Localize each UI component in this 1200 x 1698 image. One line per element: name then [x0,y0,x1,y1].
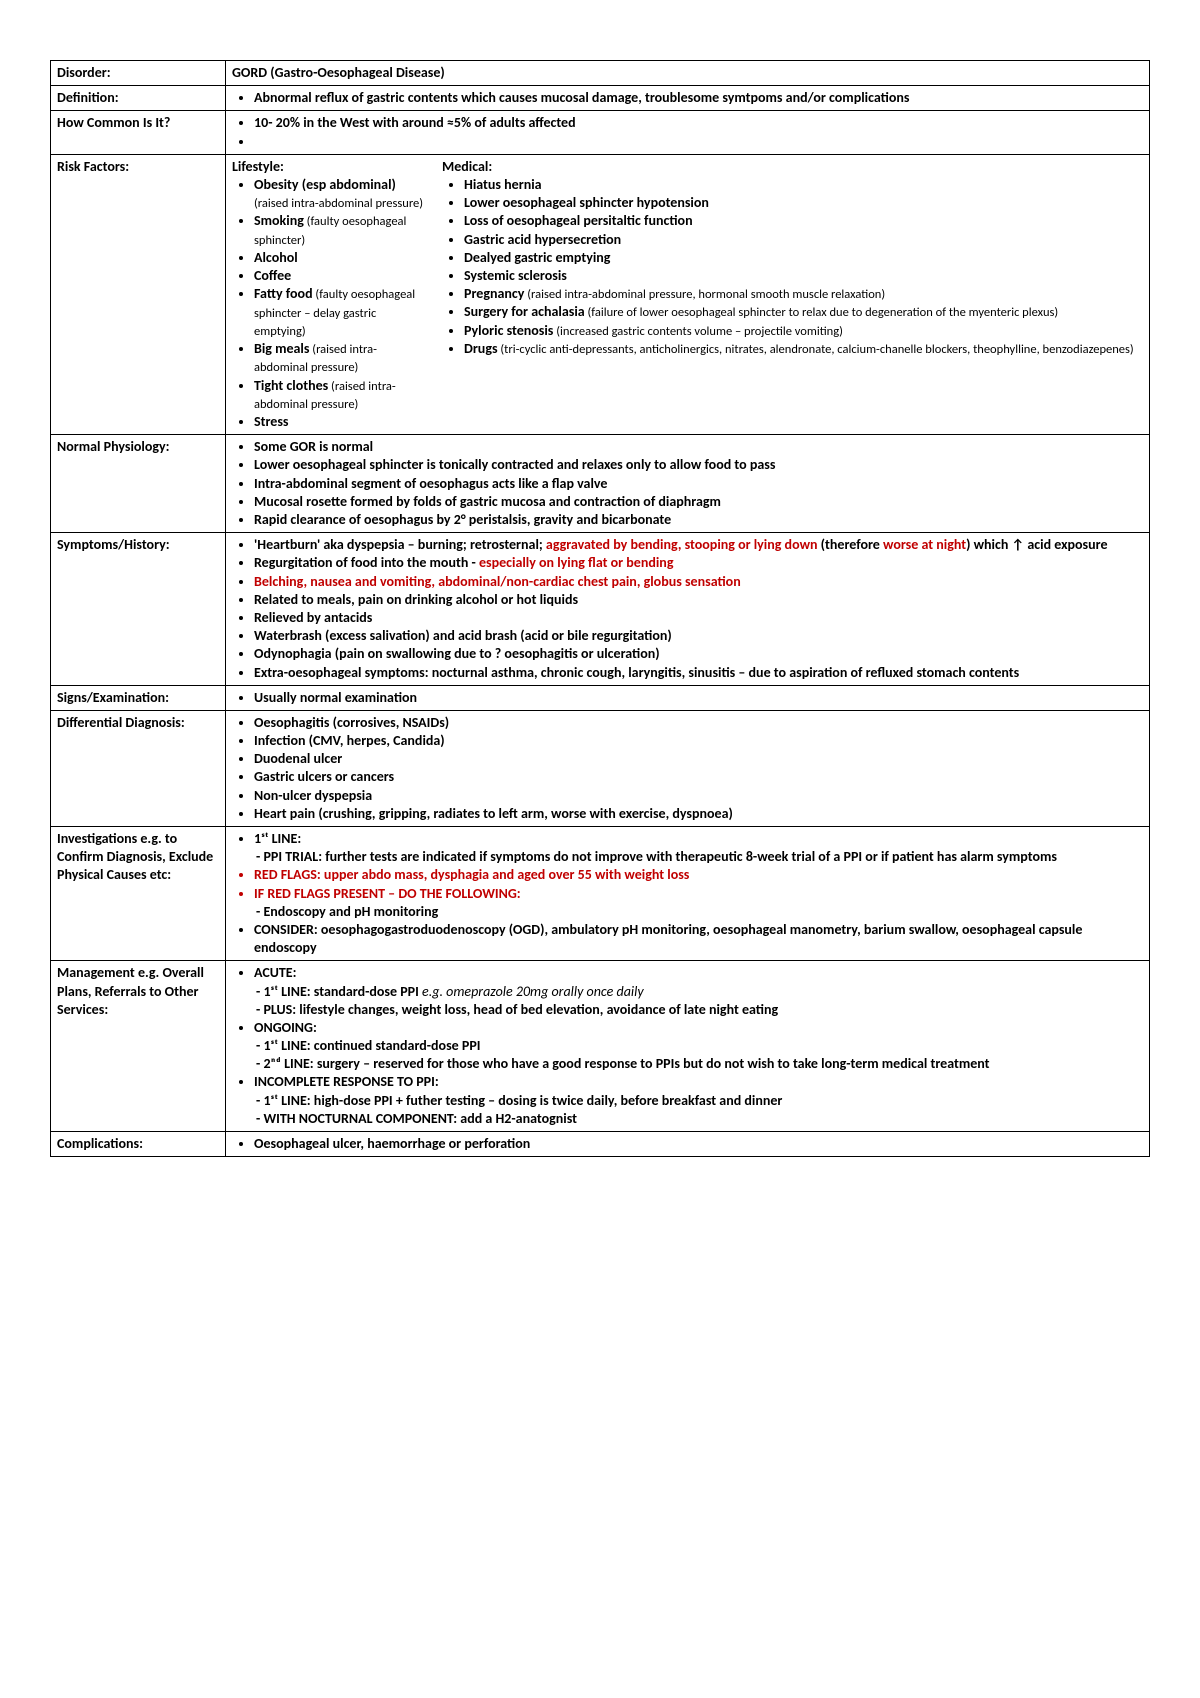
list-item: Pregnancy (raised intra-abdominal pressu… [464,285,1143,303]
list-item: Loss of oesophageal persitaltic function [464,212,1143,230]
definition-bullet: Abnormal reflux of gastric contents whic… [254,89,1143,107]
symptom-4: Relieved by antacids [254,609,1143,627]
row-differential: Differential Diagnosis: Oesophagitis (co… [51,710,1150,826]
medical-header: Medical: [442,158,1143,176]
inv-ppi: PPI TRIAL: further tests are indicated i… [270,848,1143,866]
symptom-1: Regurgitation of food into the mouth - e… [254,554,1143,572]
symptom-3: Related to meals, pain on drinking alcoh… [254,591,1143,609]
list-item: Surgery for achalasia (failure of lower … [464,303,1143,321]
symptom-7: Extra-oesophageal symptoms: nocturnal as… [254,664,1143,682]
row-risk: Risk Factors: Lifestyle: Obesity (esp ab… [51,154,1150,435]
row-management: Management e.g. Overall Plans, Referrals… [51,961,1150,1132]
symptom-0: 'Heartburn' aka dyspepsia – burning; ret… [254,536,1143,554]
label-symptoms: Symptoms/History: [51,533,226,686]
value-physiology: Some GOR is normalLower oesophageal sphi… [226,435,1150,533]
mgmt-inc1: 1ˢᵗ LINE: high-dose PPI + futher testing… [270,1092,1143,1110]
row-physiology: Normal Physiology: Some GOR is normalLow… [51,435,1150,533]
inv-endoscopy: Endoscopy and pH monitoring [270,903,1143,921]
mgmt-inc2: WITH NOCTURNAL COMPONENT: add a H2-anato… [270,1110,1143,1128]
row-symptoms: Symptoms/History: 'Heartburn' aka dyspep… [51,533,1150,686]
inv-redflags: RED FLAGS: upper abdo mass, dysphagia an… [254,866,1143,884]
list-item: Gastric acid hypersecretion [464,231,1143,249]
signs-bullet: Usually normal examination [254,689,1143,707]
list-item: Hiatus hernia [464,176,1143,194]
list-item: Some GOR is normal [254,438,1143,456]
value-signs: Usually normal examination [226,685,1150,710]
medical-list: Hiatus herniaLower oesophageal sphincter… [442,176,1143,358]
common-bullet-1 [254,133,1143,151]
row-investigations: Investigations e.g. to Confirm Diagnosis… [51,827,1150,961]
mgmt-ongoing: ONGOING: [254,1019,1143,1037]
list-item: Mucosal rosette formed by folds of gastr… [254,493,1143,511]
list-item: Drugs (tri-cyclic anti-depressants, anti… [464,340,1143,358]
list-item: Coffee [254,267,430,285]
list-item: Oesophagitis (corrosives, NSAIDs) [254,714,1143,732]
list-item: Infection (CMV, herpes, Candida) [254,732,1143,750]
label-risk: Risk Factors: [51,154,226,435]
label-common: How Common Is It? [51,111,226,154]
mgmt-acute2: PLUS: lifestyle changes, weight loss, he… [270,1001,1143,1019]
lifestyle-list: Obesity (esp abdominal) (raised intra-ab… [232,176,430,431]
mgmt-acute: ACUTE: [254,964,1143,982]
list-item: Pyloric stenosis (increased gastric cont… [464,322,1143,340]
medical-info-table: Disorder: GORD (Gastro-Oesophageal Disea… [50,60,1150,1157]
list-item: Dealyed gastric emptying [464,249,1143,267]
list-item: Rapid clearance of oesophagus by 2° peri… [254,511,1143,529]
list-item: Smoking (faulty oesophageal sphincter) [254,212,430,249]
symptom-6: Odynophagia (pain on swallowing due to ?… [254,645,1143,663]
value-complications: Oesophageal ulcer, haemorrhage or perfor… [226,1132,1150,1157]
list-item: Intra-abdominal segment of oesophagus ac… [254,475,1143,493]
mgmt-ongoing2: 2ⁿᵈ LINE: surgery – reserved for those w… [270,1055,1143,1073]
label-investigations: Investigations e.g. to Confirm Diagnosis… [51,827,226,961]
list-item: Systemic sclerosis [464,267,1143,285]
list-item: Lower oesophageal sphincter hypotension [464,194,1143,212]
value-common: 10- 20% in the West with around ≈5% of a… [226,111,1150,154]
mgmt-acute1: 1ˢᵗ LINE: standard-dose PPI e.g. omepraz… [270,983,1143,1001]
list-item: Tight clothes (raised intra-abdominal pr… [254,377,430,414]
row-common: How Common Is It? 10- 20% in the West wi… [51,111,1150,154]
row-complications: Complications: Oesophageal ulcer, haemor… [51,1132,1150,1157]
lifestyle-header: Lifestyle: [232,158,430,176]
list-item: Obesity (esp abdominal) (raised intra-ab… [254,176,430,213]
list-item: Fatty food (faulty oesophageal sphincter… [254,285,430,340]
label-definition: Definition: [51,86,226,111]
list-item: Duodenal ulcer [254,750,1143,768]
list-item: Heart pain (crushing, gripping, radiates… [254,805,1143,823]
inv-ifred: IF RED FLAGS PRESENT – DO THE FOLLOWING: [254,885,1143,903]
label-complications: Complications: [51,1132,226,1157]
value-differential: Oesophagitis (corrosives, NSAIDs)Infecti… [226,710,1150,826]
value-symptoms: 'Heartburn' aka dyspepsia – burning; ret… [226,533,1150,686]
mgmt-incomplete: INCOMPLETE RESPONSE TO PPI: [254,1073,1143,1091]
value-definition: Abnormal reflux of gastric contents whic… [226,86,1150,111]
inv-firstline: 1ˢᵗ LINE: [254,830,1143,848]
list-item: Gastric ulcers or cancers [254,768,1143,786]
list-item: Lower oesophageal sphincter is tonically… [254,456,1143,474]
value-disorder: GORD (Gastro-Oesophageal Disease) [226,61,1150,86]
complications-bullet: Oesophageal ulcer, haemorrhage or perfor… [254,1135,1143,1153]
inv-consider: CONSIDER: oesophagogastroduodenoscopy (O… [254,921,1143,957]
list-item: Stress [254,413,430,431]
list-item: Non-ulcer dyspepsia [254,787,1143,805]
list-item: Big meals (raised intra-abdominal pressu… [254,340,430,377]
label-differential: Differential Diagnosis: [51,710,226,826]
value-risk: Lifestyle: Obesity (esp abdominal) (rais… [226,154,1150,435]
value-management: ACUTE: 1ˢᵗ LINE: standard-dose PPI e.g. … [226,961,1150,1132]
label-disorder: Disorder: [51,61,226,86]
list-item: Alcohol [254,249,430,267]
label-signs: Signs/Examination: [51,685,226,710]
common-bullet-0: 10- 20% in the West with around ≈5% of a… [254,114,1143,132]
value-investigations: 1ˢᵗ LINE: PPI TRIAL: further tests are i… [226,827,1150,961]
label-physiology: Normal Physiology: [51,435,226,533]
row-definition: Definition: Abnormal reflux of gastric c… [51,86,1150,111]
row-signs: Signs/Examination: Usually normal examin… [51,685,1150,710]
row-disorder: Disorder: GORD (Gastro-Oesophageal Disea… [51,61,1150,86]
symptom-2: Belching, nausea and vomiting, abdominal… [254,573,1143,591]
mgmt-ongoing1: 1ˢᵗ LINE: continued standard-dose PPI [270,1037,1143,1055]
label-management: Management e.g. Overall Plans, Referrals… [51,961,226,1132]
symptom-5: Waterbrash (excess salivation) and acid … [254,627,1143,645]
